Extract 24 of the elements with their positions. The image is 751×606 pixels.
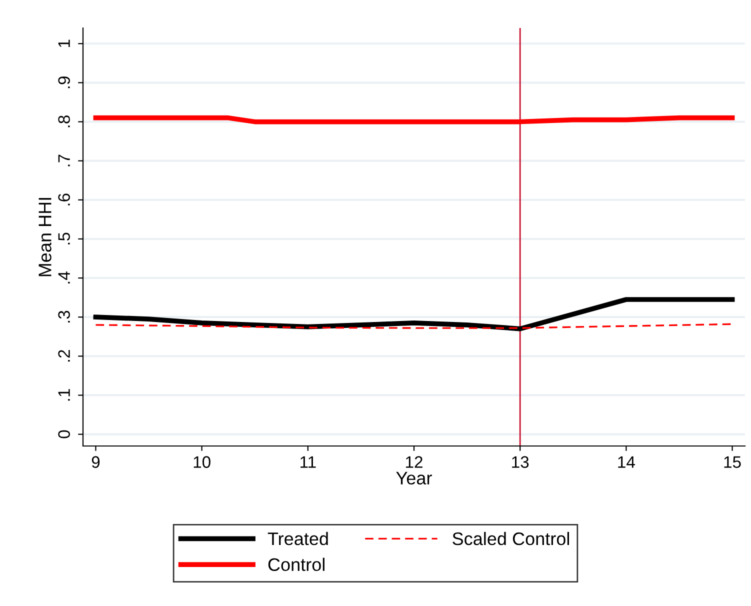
x-tick-label: 12 [406,456,422,468]
y-tick-label: .1 [58,389,70,401]
y-tick-label: 1 [58,40,70,47]
y-tick-label: .8 [58,116,70,128]
y-tick-label: 0 [58,430,70,438]
y-tick-label: .5 [58,232,70,244]
x-tick-label: 11 [300,456,316,468]
y-tick-label: .4 [58,272,70,284]
y-axis-title: Mean HHI [38,198,52,276]
y-tick-label: .3 [58,310,70,323]
legend-label: Treated [268,532,328,546]
x-tick-label: 15 [724,456,741,468]
y-tick-label: .2 [58,350,70,362]
y-tick-label: .7 [58,154,70,166]
x-axis-title: Year [396,472,432,485]
x-tick-label: 9 [92,456,100,468]
x-tick-label: 13 [512,456,529,468]
legend-label: Scaled Control [452,532,570,546]
y-tick-label: .6 [58,194,70,206]
x-tick-label: 14 [618,456,635,468]
line-series [93,297,735,332]
legend-label: Control [268,558,324,572]
y-tick-label: .9 [58,76,70,88]
x-tick-label: 10 [194,456,210,468]
